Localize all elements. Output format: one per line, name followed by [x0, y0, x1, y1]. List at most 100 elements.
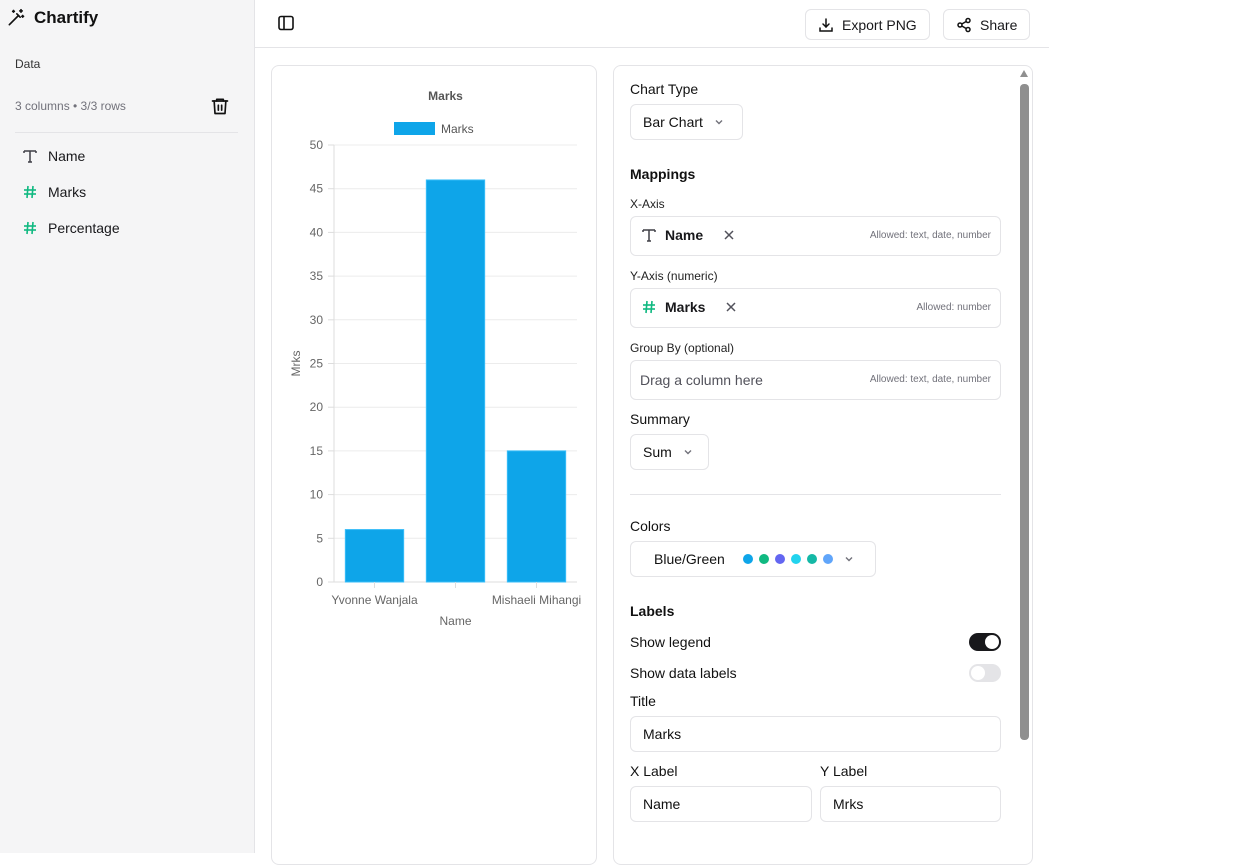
share-icon: [957, 17, 971, 32]
x-axis-dropzone[interactable]: Name Allowed: text, date, number: [630, 216, 1001, 256]
y-tick-label: 10: [310, 488, 324, 502]
chevron-down-icon: [684, 450, 692, 455]
x-axis-allowed: Allowed: text, date, number: [869, 230, 991, 241]
column-label: Percentage: [48, 220, 120, 236]
color-swatch: [806, 554, 817, 564]
trash-icon[interactable]: [210, 96, 230, 116]
y-axis-value: Marks: [665, 299, 706, 315]
mappings-heading: Mappings: [630, 166, 696, 182]
share-button[interactable]: Share: [943, 9, 1031, 40]
chart-preview-card: Marks Marks 0 5 10 15 20 25 30 35 40 45 50 Yvonne Wan…: [271, 65, 597, 865]
group-by-dropzone[interactable]: Drag a column here Allowed: text, date, …: [630, 360, 1001, 400]
chevron-down-icon: [715, 120, 723, 125]
x-tick-label: Yvonne Wanjala: [331, 593, 418, 607]
x-axis-value: Name: [665, 227, 704, 243]
column-item-marks[interactable]: Marks: [22, 184, 86, 200]
color-palette-select[interactable]: Blue/Green: [630, 541, 876, 577]
column-label: Name: [48, 148, 86, 164]
hash-icon: [22, 220, 38, 236]
data-section-label: Data: [15, 57, 41, 71]
legend-label: Marks: [441, 122, 474, 136]
y-tick-label: 5: [316, 531, 323, 545]
hash-icon: [22, 184, 38, 200]
y-label-input[interactable]: Mrks: [820, 786, 1001, 822]
sidebar: Chartify Data 3 columns • 3/3 rows Name …: [0, 0, 255, 853]
export-png-label: Export PNG: [842, 16, 917, 33]
chevron-down-icon: [845, 557, 853, 562]
text-type-icon: [22, 148, 38, 164]
scroll-up-arrow[interactable]: [1020, 70, 1028, 77]
chart-type-value: Bar Chart: [643, 114, 703, 130]
app-name: Chartify: [34, 8, 99, 27]
y-tick-label: 20: [310, 400, 324, 414]
x-label-field-label: X Label: [630, 763, 678, 779]
bar: [425, 179, 486, 583]
show-data-labels-toggle[interactable]: [969, 664, 1001, 682]
group-by-allowed: Allowed: text, date, number: [869, 374, 991, 385]
toggle-knob: [971, 666, 985, 680]
y-axis-chip[interactable]: Marks: [641, 299, 737, 315]
y-axis-dropzone[interactable]: Marks Allowed: number: [630, 288, 1001, 328]
columns-info: 3 columns • 3/3 rows: [15, 99, 126, 113]
chart-type-label: Chart Type: [630, 81, 699, 97]
panel-scrollbar[interactable]: [1019, 70, 1030, 853]
color-swatch: [790, 554, 801, 564]
scroll-thumb[interactable]: [1020, 84, 1029, 740]
colors-label: Colors: [630, 518, 671, 534]
y-tick-label: 15: [310, 444, 324, 458]
download-icon: [819, 17, 833, 32]
palette-name: Blue/Green: [654, 551, 725, 567]
y-axis-label: Y-Axis (numeric): [630, 269, 718, 283]
legend-swatch: [394, 122, 435, 135]
x-axis-title: Name: [439, 614, 471, 628]
y-tick-label: 50: [310, 138, 324, 152]
y-tick-label: 25: [310, 357, 324, 371]
x-tick-label: Mishaeli Mihangi: [492, 593, 581, 607]
hash-icon: [643, 300, 655, 314]
labels-heading: Labels: [630, 603, 675, 619]
toggle-knob: [985, 635, 999, 649]
text-type-icon: [642, 229, 656, 242]
x-axis-chip[interactable]: Name: [641, 227, 735, 243]
color-swatch: [822, 554, 833, 564]
y-tick-label: 30: [310, 313, 324, 327]
show-legend-toggle[interactable]: [969, 633, 1001, 651]
group-by-placeholder: Drag a column here: [640, 372, 763, 388]
show-data-labels-label: Show data labels: [630, 665, 737, 681]
chart-title: Marks: [428, 89, 463, 103]
title-input[interactable]: Marks: [630, 716, 1001, 752]
bar-chart: Marks Marks 0 5 10 15 20 25 30 35 40 45 50 Yvonne Wan…: [289, 89, 581, 628]
brand[interactable]: Chartify: [6, 8, 98, 28]
share-label: Share: [980, 16, 1018, 33]
section-divider: [630, 494, 1001, 495]
color-swatch: [758, 554, 769, 564]
sidebar-divider: [15, 132, 238, 133]
color-swatch: [742, 554, 753, 564]
magic-wand-icon: [8, 8, 25, 26]
close-icon[interactable]: [723, 229, 735, 241]
y-label-field-label: Y Label: [820, 763, 868, 779]
y-axis-allowed: Allowed: number: [916, 302, 991, 313]
sidebar-toggle-icon[interactable]: [277, 14, 295, 32]
bar: [506, 450, 567, 583]
column-item-name[interactable]: Name: [22, 148, 85, 164]
export-png-button[interactable]: Export PNG: [805, 9, 930, 40]
bar: [344, 529, 405, 583]
column-label: Marks: [48, 184, 87, 200]
title-field-label: Title: [630, 693, 656, 709]
summary-value: Sum: [643, 444, 672, 460]
x-label-input[interactable]: Name: [630, 786, 812, 822]
group-by-label: Group By (optional): [630, 341, 735, 355]
show-legend-label: Show legend: [630, 634, 711, 650]
x-axis-label: X-Axis: [630, 197, 665, 211]
column-item-percentage[interactable]: Percentage: [22, 220, 120, 236]
y-tick-label: 45: [310, 182, 324, 196]
summary-select[interactable]: Sum: [630, 434, 709, 470]
y-tick-label: 40: [310, 225, 324, 239]
chart-type-select[interactable]: Bar Chart: [630, 104, 743, 140]
y-tick-label: 35: [310, 269, 324, 283]
close-icon[interactable]: [725, 301, 737, 313]
color-swatch: [774, 554, 785, 564]
palette-swatches: [742, 554, 833, 564]
y-tick-label: 0: [316, 575, 323, 589]
